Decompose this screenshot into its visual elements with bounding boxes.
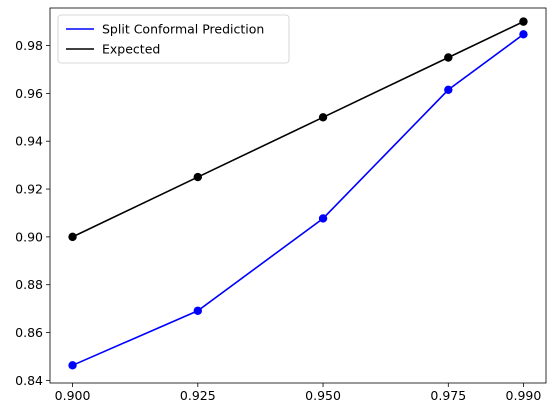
data-point-expected	[68, 232, 77, 242]
data-point-expected	[318, 113, 328, 122]
y-tick-label: 0.84	[15, 373, 43, 388]
data-point-split-conformal	[193, 306, 202, 315]
legend-label: Expected	[102, 42, 160, 57]
series-layer	[68, 17, 528, 370]
plot-area	[49, 7, 547, 384]
y-tick-label: 0.88	[15, 277, 43, 292]
y-tick-label: 0.94	[15, 134, 43, 149]
y-tick-label: 0.92	[15, 182, 43, 197]
legend-box	[57, 14, 290, 64]
y-tick-label: 0.96	[15, 86, 43, 101]
legend: Split Conformal Prediction Expected	[57, 14, 290, 64]
y-tick-label: 0.86	[15, 325, 43, 340]
data-point-split-conformal	[68, 361, 77, 370]
data-point-split-conformal	[519, 30, 528, 39]
y-tick-label: 0.90	[15, 229, 43, 244]
data-point-split-conformal	[444, 85, 453, 94]
data-point-expected	[193, 172, 202, 182]
x-axis: 0.900 0.925 0.950 0.975 0.990	[55, 383, 542, 403]
plot-frame	[49, 7, 547, 384]
x-tick-label: 0.950	[305, 388, 341, 403]
x-tick-label: 0.975	[430, 388, 466, 403]
data-point-expected	[519, 17, 528, 26]
y-axis: 0.84 0.86 0.88 0.90 0.92 0.94 0.96 0.98	[15, 38, 50, 388]
data-point-expected	[444, 53, 453, 62]
legend-label: Split Conformal Prediction	[102, 22, 264, 37]
x-tick-label: 0.900	[55, 388, 91, 403]
data-point-split-conformal	[318, 214, 328, 223]
x-tick-label: 0.925	[180, 388, 216, 403]
x-tick-label: 0.990	[506, 388, 542, 403]
y-tick-label: 0.98	[15, 38, 43, 53]
